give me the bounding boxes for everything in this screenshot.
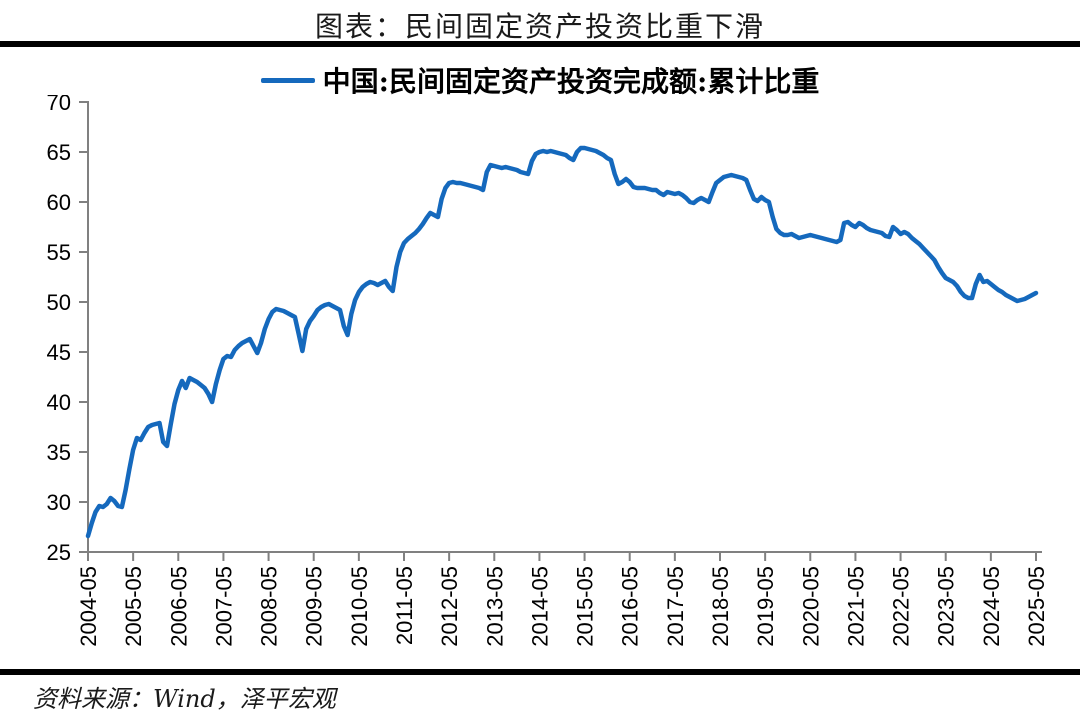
legend-line-swatch (260, 77, 315, 83)
source-note: 资料来源：Wind，泽平宏观 (33, 685, 336, 713)
x-tick-label: 2022-05 (889, 566, 914, 647)
x-tick-label: 2013-05 (482, 566, 507, 647)
y-tick-label: 55 (47, 240, 71, 265)
y-tick-label: 40 (47, 390, 71, 415)
x-tick-label: 2004-05 (76, 566, 101, 647)
series-line (85, 145, 1039, 539)
x-tick-label: 2007-05 (211, 566, 236, 647)
page-title: 图表：民间固定资产投资比重下滑 (314, 10, 765, 43)
y-tick-label: 60 (47, 190, 71, 215)
x-tick-label: 2019-05 (753, 566, 778, 647)
x-tick-label: 2016-05 (618, 566, 643, 647)
y-tick-label: 50 (47, 290, 71, 315)
x-tick-label: 2023-05 (934, 566, 959, 647)
x-tick-label: 2015-05 (573, 566, 598, 647)
y-tick-label: 35 (47, 440, 71, 465)
x-tick-label: 2012-05 (437, 566, 462, 647)
x-tick-label: 2009-05 (302, 566, 327, 647)
x-tick-label: 2011-05 (392, 566, 417, 645)
x-tick-label: 2005-05 (121, 566, 146, 647)
y-tick-label: 25 (47, 540, 71, 565)
y-tick-label: 30 (47, 490, 71, 515)
y-tick-label: 65 (47, 140, 71, 165)
top-divider (0, 41, 1080, 47)
legend-label: 中国:民间固定资产投资完成额:累计比重 (322, 65, 820, 98)
x-tick-label: 2018-05 (708, 566, 733, 647)
x-tick-label: 2020-05 (798, 566, 823, 647)
x-tick-label: 2025-05 (1024, 566, 1049, 647)
x-tick-label: 2024-05 (979, 566, 1004, 647)
x-tick-label: 2008-05 (257, 566, 282, 647)
y-tick-label: 70 (47, 95, 71, 115)
y-tick-label: 45 (47, 340, 71, 365)
chart-legend: 中国:民间固定资产投资完成额:累计比重 (0, 60, 1080, 100)
x-tick-label: 2017-05 (663, 566, 688, 647)
bottom-divider (0, 669, 1080, 675)
x-tick-label: 2014-05 (527, 566, 552, 647)
x-tick-label: 2006-05 (166, 566, 191, 647)
x-tick-label: 2021-05 (843, 566, 868, 647)
x-tick-label: 2010-05 (347, 566, 372, 647)
